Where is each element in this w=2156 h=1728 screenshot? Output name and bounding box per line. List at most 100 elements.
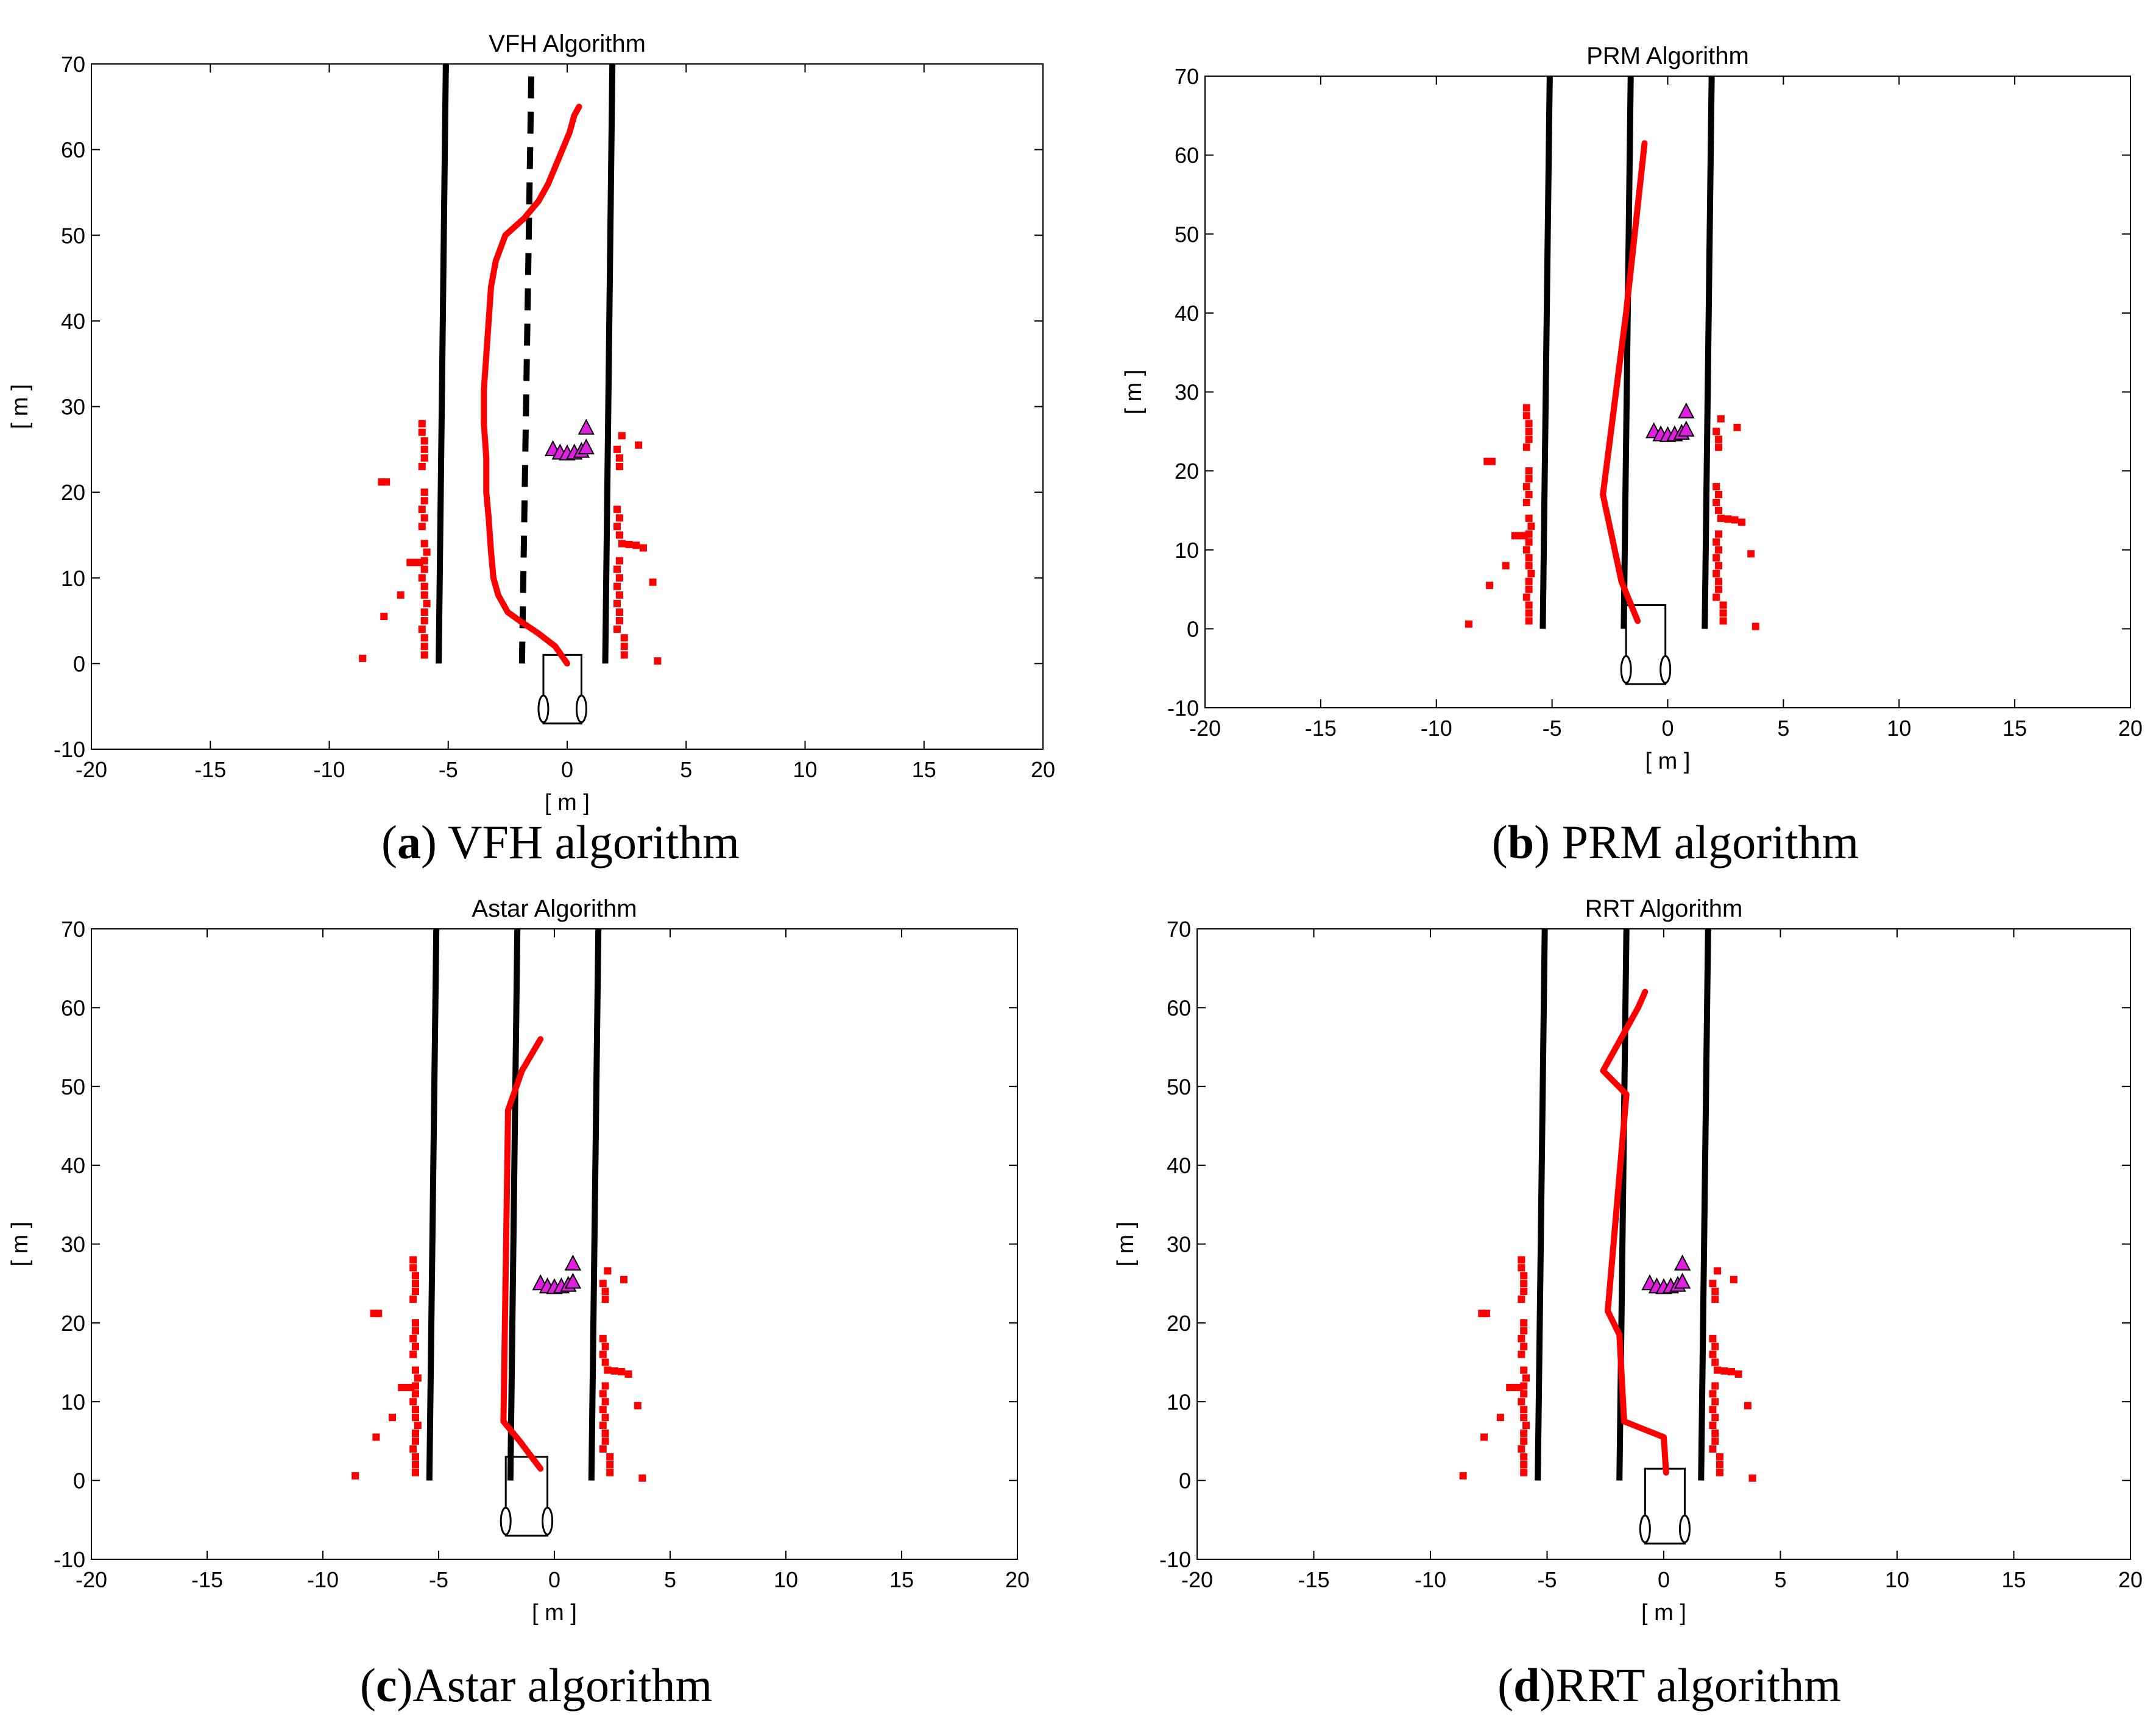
y-tick-label: 0 xyxy=(1179,1469,1191,1493)
obstacle-point xyxy=(420,488,428,496)
obstacle-point xyxy=(1719,617,1727,625)
obstacle-point xyxy=(615,531,623,539)
obstacle-point xyxy=(372,1433,380,1441)
y-tick-label: 30 xyxy=(1175,380,1199,405)
obstacle-point xyxy=(423,599,431,607)
obstacle-point xyxy=(409,1256,417,1264)
x-tick-label: -15 xyxy=(1305,716,1337,741)
obstacle-point xyxy=(620,651,628,659)
obstacle-point xyxy=(1520,1319,1528,1327)
obstacle-point xyxy=(1714,1366,1722,1374)
obstacle-point xyxy=(1744,1402,1751,1409)
obstacle-point xyxy=(1502,562,1510,570)
obstacle-point xyxy=(1719,601,1727,609)
obstacle-point xyxy=(1480,1433,1488,1441)
obstacle-point xyxy=(1715,530,1723,538)
obstacle-point xyxy=(420,608,428,616)
obstacle-point xyxy=(359,654,367,662)
y-tick-label: 60 xyxy=(1167,995,1191,1020)
obstacle-point xyxy=(1520,1272,1528,1280)
chart-title: Astar Algorithm xyxy=(472,895,637,922)
y-tick-label: 0 xyxy=(1187,616,1199,641)
obstacle-point xyxy=(615,608,623,616)
vehicle-body xyxy=(1625,604,1667,685)
y-tick-label: 30 xyxy=(1167,1232,1191,1257)
planned-path xyxy=(1600,140,1648,624)
obstacle-point xyxy=(1733,423,1741,431)
obstacle-point xyxy=(414,1422,422,1430)
obstacle-point xyxy=(397,591,405,599)
chart-title: PRM Algorithm xyxy=(1586,43,1749,69)
obstacle-point xyxy=(412,1461,419,1469)
obstacle-point xyxy=(1715,546,1723,554)
x-tick-label: 20 xyxy=(2118,716,2143,741)
x-tick-label: 5 xyxy=(680,757,692,782)
x-axis-label: [ m ] xyxy=(532,1600,577,1626)
x-tick-label: 5 xyxy=(1774,1567,1786,1592)
axes-box xyxy=(1204,76,2131,708)
y-axis-label: [ m ] xyxy=(7,384,33,429)
obstacle-point xyxy=(1525,530,1533,538)
obstacle-point xyxy=(412,1453,419,1461)
x-tick-label: -20 xyxy=(76,1567,107,1592)
obstacle-point xyxy=(1525,436,1533,443)
obstacle-point xyxy=(1709,1445,1717,1453)
obstacle-point xyxy=(420,437,428,445)
pedestrian-marker xyxy=(578,438,595,454)
y-tick-label: 10 xyxy=(61,566,85,591)
obstacle-point xyxy=(1715,443,1723,451)
caption-c: (c)Astar algorithm xyxy=(359,1659,713,1712)
obstacle-point xyxy=(389,1414,396,1422)
y-axis-label: [ m ] xyxy=(1121,370,1147,415)
x-tick-label: 15 xyxy=(912,757,936,782)
y-tick-label: 10 xyxy=(61,1389,85,1414)
obstacle-point xyxy=(409,1445,417,1453)
obstacle-point xyxy=(1522,1422,1530,1430)
y-tick-label: 20 xyxy=(61,1311,85,1336)
obstacle-point xyxy=(615,574,623,582)
obstacle-point xyxy=(418,626,426,633)
obstacle-point xyxy=(420,634,428,642)
obstacle-point xyxy=(1734,1370,1742,1378)
obstacle-point xyxy=(1711,1398,1719,1406)
obstacle-point xyxy=(604,1366,612,1374)
obstacle-point xyxy=(638,1474,646,1482)
obstacle-point xyxy=(1522,443,1530,451)
lane-line xyxy=(1702,76,1715,629)
obstacle-point xyxy=(1520,1430,1528,1437)
obstacle-point xyxy=(1465,620,1472,628)
lane-line xyxy=(426,928,440,1481)
obstacle-point xyxy=(635,441,643,449)
obstacle-point xyxy=(420,454,428,462)
obstacle-point xyxy=(1520,1382,1528,1390)
obstacle-point xyxy=(601,1358,609,1366)
y-tick-label: -10 xyxy=(1167,696,1199,721)
obstacle-point xyxy=(599,1350,607,1358)
obstacle-point xyxy=(420,617,428,625)
obstacle-point xyxy=(1712,593,1720,601)
x-tick-label: -5 xyxy=(1537,1567,1557,1592)
obstacle-point xyxy=(1522,593,1530,601)
y-tick-label: 40 xyxy=(1175,301,1199,326)
obstacle-point xyxy=(613,506,621,513)
lane-line xyxy=(436,63,449,664)
obstacle-point xyxy=(1525,601,1533,609)
obstacle-point xyxy=(412,1390,419,1398)
y-tick-label: 60 xyxy=(1175,143,1199,168)
obstacle-point xyxy=(1712,483,1720,491)
obstacle-point xyxy=(1709,1335,1717,1342)
obstacle-point xyxy=(620,634,628,642)
x-tick-label: -5 xyxy=(439,757,458,782)
x-tick-label: 20 xyxy=(2118,1567,2143,1592)
obstacle-point xyxy=(1518,1350,1525,1358)
obstacle-point xyxy=(414,1374,422,1382)
y-tick-label: -10 xyxy=(54,737,85,762)
obstacle-point xyxy=(1712,498,1720,506)
obstacle-point xyxy=(654,657,662,665)
obstacle-point xyxy=(1525,554,1533,562)
obstacle-point xyxy=(1720,1367,1728,1375)
obstacle-point xyxy=(604,1267,612,1275)
lane-line-dashed xyxy=(518,63,535,664)
y-tick-label: 40 xyxy=(1167,1153,1191,1178)
x-axis-label: [ m ] xyxy=(1641,1600,1686,1626)
